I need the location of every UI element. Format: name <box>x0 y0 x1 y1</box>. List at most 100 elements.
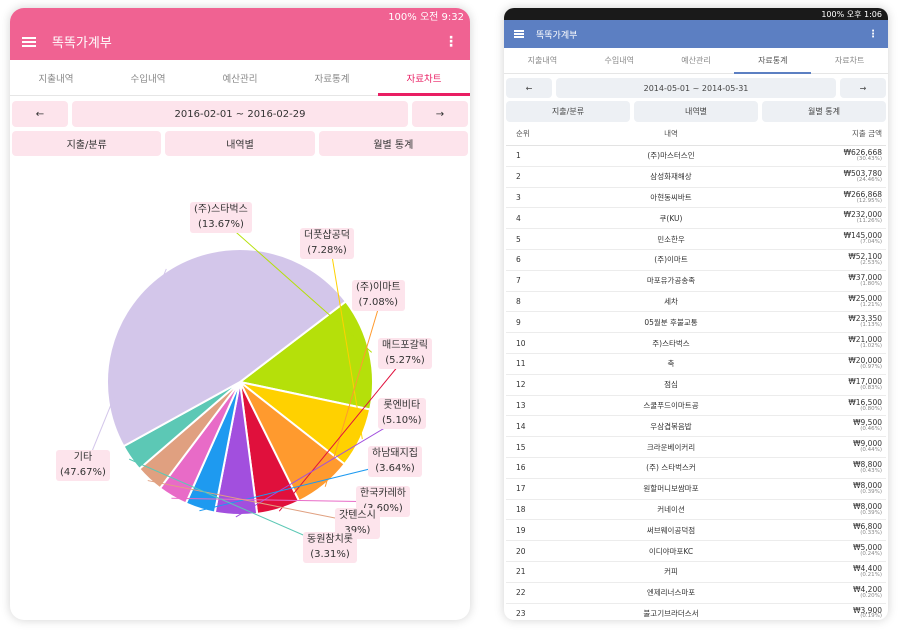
rank-cell: 23 <box>516 608 526 618</box>
pie-chart <box>85 217 409 549</box>
category-view-button[interactable]: 지출/분류 <box>506 101 630 122</box>
amount-percent: (1.13%) <box>860 322 882 329</box>
amount-percent: (0.97%) <box>860 363 882 370</box>
tab-expenses[interactable]: 지출내역 <box>38 73 74 85</box>
table-row[interactable]: 15 크라운베이커리 ₩9,000 (0.44%) <box>506 437 886 458</box>
hamburger-menu-icon[interactable] <box>514 29 524 40</box>
tab-bar: 지출내역 수입내역 예산관리 자료통계 자료차트 <box>10 60 470 96</box>
amount-percent: (0.21%) <box>860 571 882 578</box>
amount-percent: (7.04%) <box>860 239 882 246</box>
amount-value: ₩503,780 <box>843 168 882 178</box>
rank-cell: 5 <box>516 234 521 244</box>
table-row[interactable]: 19 써브웨이공덕점 ₩6,800 (0.33%) <box>506 520 886 542</box>
amount-cell: ₩8,000 (0.39%) <box>806 480 886 496</box>
table-row[interactable]: 14 우삼겹볶음밥 ₩9,500 (0.46%) <box>506 416 886 438</box>
category-view-button[interactable]: 지출/분류 <box>12 131 162 156</box>
name-cell: 이디야마포KC <box>648 546 694 556</box>
tab-budget[interactable]: 예산관리 <box>222 73 258 85</box>
table-row[interactable]: 1 (주)마스터스인 ₩626,668 (30.43%) <box>506 146 886 167</box>
prev-period-button[interactable]: ← <box>12 101 68 127</box>
leader-line <box>128 458 334 549</box>
monthly-stats-button[interactable]: 월별 통계 <box>318 131 468 156</box>
table-row[interactable]: 11 축 ₩20,000 (0.97%) <box>506 354 886 375</box>
name-cell: 민소한우 <box>657 234 685 244</box>
slice-label: (주)이마트 (7.08%) <box>352 280 405 311</box>
right-screen: 100% 오후 1:06 똑똑가계부 ⋮ 지출내역 수입내역 예산관리 자료통계… <box>504 8 888 620</box>
name-cell: 쿠(KU) <box>659 213 683 223</box>
slice-name: 갓텐스시 <box>339 510 376 521</box>
amount-value: ₩626,668 <box>843 148 882 158</box>
tab-charts[interactable]: 자료차트 <box>378 60 470 96</box>
next-period-button[interactable]: → <box>840 78 886 98</box>
tab-statistics[interactable]: 자료통계 <box>314 73 350 85</box>
view-mode-buttons: 지출/분류 내역별 월별 통계 <box>506 101 886 122</box>
slice-label: 하남돼지집 (3.64%) <box>368 446 422 477</box>
tab-charts[interactable]: 자료차트 <box>834 56 865 65</box>
more-options-icon[interactable]: ⋮ <box>444 33 458 50</box>
slice-percent: (7.28%) <box>307 244 347 256</box>
pie-slice[interactable] <box>237 300 374 411</box>
amount-value: ₩9,000 <box>853 439 882 449</box>
amount-value: ₩4,200 <box>853 584 882 594</box>
tab-income[interactable]: 수입내역 <box>130 73 166 85</box>
table-row[interactable]: 17 원할머니보쌈마포 ₩8,000 (0.39%) <box>506 479 886 500</box>
date-range-display[interactable]: 2016-02-01 ~ 2016-02-29 <box>72 101 408 127</box>
more-options-icon[interactable]: ⋮ <box>868 28 878 40</box>
leader-line <box>171 497 387 503</box>
amount-cell: ₩37,000 (1.80%) <box>806 273 886 288</box>
table-row[interactable]: 3 아현동씨바트 ₩266,868 (12.95%) <box>506 188 886 209</box>
table-row[interactable]: 22 엔제리너스마포 ₩4,200 (0.20%) <box>506 583 886 604</box>
tab-statistics[interactable]: 자료통계 <box>734 48 811 74</box>
amount-percent: (0.80%) <box>860 405 882 412</box>
slice-name: (주)이마트 <box>356 282 401 293</box>
table-row[interactable]: 9 05월분 후불교통 ₩23,350 (1.13%) <box>506 312 886 334</box>
slice-label: 롯엔비타 (5.10%) <box>378 398 426 429</box>
table-row[interactable]: 10 주)스타벅스 ₩21,000 (1.02%) <box>506 333 886 354</box>
amount-cell: ₩145,000 (7.04%) <box>806 232 886 246</box>
pie-slice[interactable] <box>106 248 348 448</box>
amount-percent: (1.80%) <box>860 280 882 287</box>
name-cell: 05월분 후불교통 <box>644 317 698 327</box>
date-range-display[interactable]: 2014-05-01 ~ 2014-05-31 <box>556 78 836 98</box>
slice-percent: (5.10%) <box>382 414 422 426</box>
monthly-stats-button[interactable]: 월별 통계 <box>762 101 886 122</box>
table-row[interactable]: 16 (주) 스타벅스커 ₩8,800 (0.43%) <box>506 458 886 479</box>
name-header: 내역 <box>664 129 678 138</box>
slice-name: 동원참치롯 <box>307 534 353 545</box>
table-row[interactable]: 7 마포유가공송족 ₩37,000 (1.80%) <box>506 271 886 292</box>
expense-ranking-table: 순위 내역 지출 금액 1 (주)마스터스인 ₩626,668 (30.43%) 2 삼성… <box>504 122 888 620</box>
rank-cell: 1 <box>516 151 521 161</box>
table-row[interactable]: 20 이디야마포KC ₩5,000 (0.24%) <box>506 541 886 562</box>
table-row[interactable]: 23 불고기브라더스서 ₩3,900 (0.19%) <box>506 604 886 620</box>
table-row[interactable]: 8 세차 ₩25,000 (1.21%) <box>506 292 886 313</box>
name-cell: 삼성화재해상 <box>650 172 692 182</box>
tab-income[interactable]: 수입내역 <box>604 56 634 65</box>
table-row[interactable]: 21 커피 ₩4,400 (0.21%) <box>506 562 886 583</box>
next-period-button[interactable]: → <box>412 101 468 127</box>
tab-expenses[interactable]: 지출내역 <box>527 56 558 65</box>
table-row[interactable]: 6 (주)이마트 ₩52,100 (2.53%) <box>506 250 886 271</box>
amount-value: ₩25,000 <box>848 293 882 303</box>
rank-cell: 10 <box>516 338 526 348</box>
amount-value: ₩8,000 <box>853 480 882 490</box>
table-row[interactable]: 18 커네이션 ₩8,000 (0.39%) <box>506 500 886 521</box>
left-screen: 100% 오전 9:32 똑똑가계부 ⋮ 지출내역 수입내역 예산관리 자료통계… <box>10 8 470 620</box>
name-cell: 커피 <box>664 567 678 577</box>
tab-budget[interactable]: 예산관리 <box>681 56 711 65</box>
detail-view-button[interactable]: 내역별 <box>634 101 758 122</box>
rank-cell: 8 <box>516 296 521 306</box>
table-row[interactable]: 2 삼성화재해상 ₩503,780 (24.46%) <box>506 167 886 188</box>
amount-cell: ₩4,400 (0.21%) <box>806 565 886 579</box>
amount-percent: (0.33%) <box>860 530 882 537</box>
prev-period-button[interactable]: ← <box>506 78 552 98</box>
detail-view-button[interactable]: 내역별 <box>165 131 315 156</box>
table-row[interactable]: 5 민소한우 ₩145,000 (7.04%) <box>506 229 886 250</box>
amount-percent: (11.26%) <box>856 218 882 225</box>
table-row[interactable]: 13 스쿨푸드이마트공 ₩16,500 (0.80%) <box>506 396 886 417</box>
rank-cell: 13 <box>516 400 526 410</box>
amount-value: ₩8,000 <box>853 501 882 511</box>
hamburger-menu-icon[interactable] <box>22 35 36 49</box>
table-row[interactable]: 4 쿠(KU) ₩232,000 (11.26%) <box>506 208 886 230</box>
table-row[interactable]: 12 점심 ₩17,000 (0.83%) <box>506 375 886 396</box>
slice-name: 하남돼지집 <box>372 448 418 459</box>
